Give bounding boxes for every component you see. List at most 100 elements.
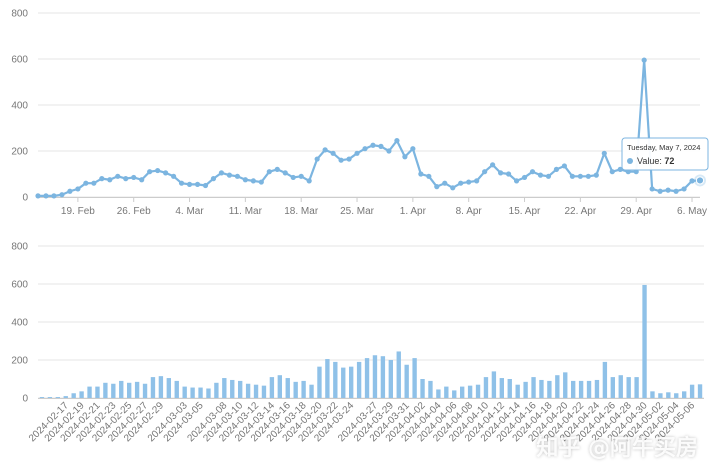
line-point[interactable] bbox=[442, 180, 448, 186]
bar[interactable] bbox=[634, 377, 639, 398]
line-point[interactable] bbox=[649, 186, 655, 192]
bar[interactable] bbox=[269, 377, 275, 398]
line-point[interactable] bbox=[569, 173, 575, 179]
bar[interactable] bbox=[142, 383, 148, 398]
line-point[interactable] bbox=[314, 156, 320, 162]
line-point[interactable] bbox=[163, 170, 169, 176]
line-point[interactable] bbox=[609, 169, 615, 175]
bar[interactable] bbox=[95, 386, 100, 398]
line-point[interactable] bbox=[131, 174, 137, 181]
line-point[interactable] bbox=[434, 184, 440, 190]
line-point[interactable] bbox=[529, 169, 536, 175]
bar[interactable] bbox=[150, 377, 156, 398]
bar[interactable] bbox=[499, 378, 504, 398]
bar[interactable] bbox=[134, 381, 140, 398]
hover-point[interactable] bbox=[695, 176, 705, 185]
line-point[interactable] bbox=[466, 179, 472, 185]
line-point[interactable] bbox=[354, 150, 360, 156]
bar[interactable] bbox=[507, 379, 512, 398]
bar[interactable] bbox=[475, 384, 481, 398]
bar[interactable] bbox=[697, 384, 703, 398]
line-point[interactable] bbox=[617, 166, 623, 172]
bar[interactable] bbox=[245, 383, 251, 398]
bar[interactable] bbox=[230, 379, 235, 398]
bar[interactable] bbox=[119, 380, 124, 398]
line-point[interactable] bbox=[59, 192, 65, 198]
line-point[interactable] bbox=[306, 178, 312, 184]
line-point[interactable] bbox=[234, 173, 240, 179]
bar[interactable] bbox=[452, 390, 457, 398]
line-point[interactable] bbox=[35, 193, 41, 199]
line-point[interactable] bbox=[178, 180, 185, 186]
bar[interactable] bbox=[428, 380, 433, 398]
line-point[interactable] bbox=[498, 170, 504, 176]
bar[interactable] bbox=[63, 396, 68, 398]
bar[interactable] bbox=[277, 375, 282, 398]
line-point[interactable] bbox=[250, 178, 256, 184]
line-points[interactable] bbox=[35, 57, 706, 199]
bar[interactable] bbox=[198, 387, 203, 398]
line-point[interactable] bbox=[274, 166, 280, 172]
line-point[interactable] bbox=[99, 176, 105, 182]
bar[interactable] bbox=[372, 355, 378, 398]
bar[interactable] bbox=[356, 361, 362, 398]
line-point[interactable] bbox=[266, 169, 272, 175]
bar[interactable] bbox=[39, 397, 45, 398]
line-point[interactable] bbox=[450, 185, 456, 191]
bar[interactable] bbox=[190, 387, 195, 398]
line-point[interactable] bbox=[346, 156, 352, 162]
bar[interactable] bbox=[515, 384, 520, 398]
line-point[interactable] bbox=[601, 150, 607, 156]
bar[interactable] bbox=[79, 391, 84, 398]
bar[interactable] bbox=[111, 383, 116, 398]
line-point[interactable] bbox=[147, 169, 153, 175]
bar[interactable] bbox=[341, 367, 346, 398]
line-point[interactable] bbox=[242, 177, 248, 183]
bar[interactable] bbox=[626, 377, 631, 398]
bar-series[interactable] bbox=[39, 284, 703, 398]
line-point[interactable] bbox=[474, 178, 480, 184]
line-point[interactable] bbox=[689, 178, 695, 184]
line-point[interactable] bbox=[490, 162, 496, 168]
line-point[interactable] bbox=[338, 157, 344, 163]
line-point[interactable] bbox=[298, 173, 304, 179]
line-point[interactable] bbox=[83, 180, 89, 186]
bar[interactable] bbox=[666, 392, 671, 398]
line-point[interactable] bbox=[657, 188, 663, 194]
line-point[interactable] bbox=[139, 177, 145, 183]
line-point[interactable] bbox=[673, 188, 679, 194]
line-point[interactable] bbox=[258, 179, 264, 185]
line-point[interactable] bbox=[186, 181, 193, 187]
bar[interactable] bbox=[253, 384, 259, 398]
line-point[interactable] bbox=[561, 163, 568, 169]
bar[interactable] bbox=[483, 377, 489, 398]
bar[interactable] bbox=[650, 391, 655, 398]
line-point[interactable] bbox=[505, 171, 512, 177]
bar[interactable] bbox=[539, 379, 544, 398]
bar[interactable] bbox=[618, 375, 623, 398]
line-point[interactable] bbox=[521, 174, 528, 181]
line-point[interactable] bbox=[426, 173, 432, 179]
bar[interactable] bbox=[158, 376, 164, 398]
bar[interactable] bbox=[238, 380, 243, 398]
line-point[interactable] bbox=[585, 173, 591, 179]
bar[interactable] bbox=[460, 386, 465, 398]
bar[interactable] bbox=[531, 377, 536, 398]
line-point[interactable] bbox=[545, 173, 552, 179]
bar[interactable] bbox=[55, 397, 60, 398]
line-point[interactable] bbox=[577, 173, 583, 179]
line-point[interactable] bbox=[115, 173, 121, 179]
bar[interactable] bbox=[491, 371, 497, 398]
bar[interactable] bbox=[309, 384, 314, 398]
bar[interactable] bbox=[586, 380, 592, 398]
bar[interactable] bbox=[674, 393, 679, 398]
line-point[interactable] bbox=[322, 147, 328, 153]
line-point[interactable] bbox=[91, 180, 97, 186]
bar[interactable] bbox=[658, 393, 663, 398]
line-point[interactable] bbox=[370, 142, 376, 148]
line-point[interactable] bbox=[202, 182, 209, 189]
bar[interactable] bbox=[682, 391, 687, 398]
line-chart[interactable]: 0 200 400 600 800 19. Feb 26. Feb 4. Mar 11. Ma… bbox=[11, 9, 709, 218]
bar[interactable] bbox=[420, 379, 425, 398]
bar[interactable] bbox=[317, 366, 322, 398]
